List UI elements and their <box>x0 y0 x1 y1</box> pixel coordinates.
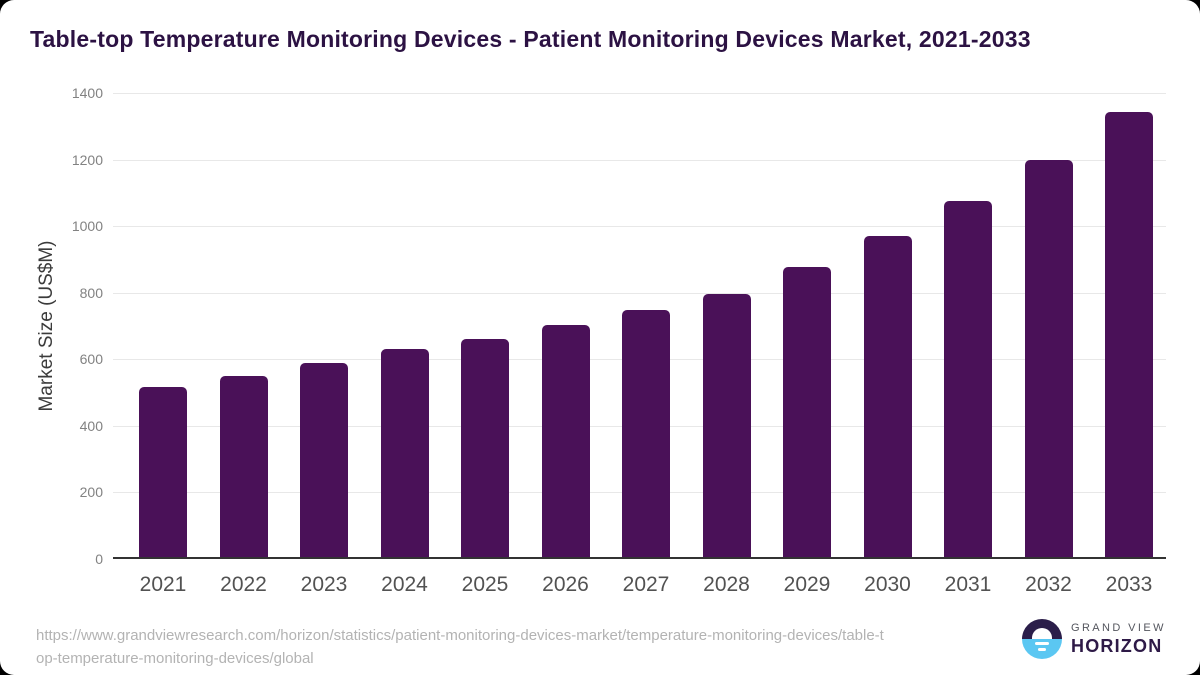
horizon-sunrise-icon <box>1022 619 1062 659</box>
y-tick-label-200: 200 <box>79 484 103 501</box>
bar-2029 <box>783 267 831 559</box>
bar-2022 <box>219 375 268 559</box>
x-tick-label-2024: 2024 <box>381 573 428 596</box>
x-tick-label-2023: 2023 <box>300 573 348 596</box>
y-tick-label-800: 800 <box>79 284 103 301</box>
logo-reflection-line-2 <box>1038 648 1046 651</box>
source-url-line-1: https://www.grandviewresearch.com/horizo… <box>36 627 884 644</box>
bar-2030 <box>863 236 912 559</box>
source-url: https://www.grandviewresearch.com/horizo… <box>36 624 976 670</box>
x-tick-label-2031: 2031 <box>944 573 992 596</box>
y-tick-label-1400: 1400 <box>71 85 103 101</box>
gridline-800 <box>113 292 1166 294</box>
bar-2024 <box>380 348 429 559</box>
bar-2025 <box>461 338 509 559</box>
bar-2028 <box>702 293 751 559</box>
logo-sun-dome <box>1032 628 1052 639</box>
logo-text-grand-view: GRAND VIEW <box>1071 621 1166 634</box>
y-tick-label-600: 600 <box>79 351 103 368</box>
bar-2033 <box>1105 111 1153 559</box>
plot-area: 0 200 400 600 800 1000 1200 1400 2021 2022 2023 202… <box>72 85 1166 596</box>
x-tick-label-2025: 2025 <box>461 573 509 596</box>
gridline-1000 <box>113 226 1166 228</box>
bar-2023 <box>300 362 348 559</box>
gridline-1200 <box>113 159 1166 161</box>
x-tick-label-2028: 2028 <box>703 573 750 596</box>
x-tick-label-2033: 2033 <box>1105 573 1153 596</box>
y-tick-label-400: 400 <box>79 417 103 434</box>
x-tick-label-2030: 2030 <box>864 573 911 596</box>
bar-2027 <box>622 310 670 559</box>
y-tick-label-0: 0 <box>95 551 103 567</box>
source-url-line-2: op-temperature-monitoring-devices/global <box>36 650 314 667</box>
x-tick-label-2027: 2027 <box>622 573 670 596</box>
y-tick-label-1000: 1000 <box>71 218 103 235</box>
bar-2032 <box>1024 160 1073 559</box>
grand-view-horizon-logo: GRAND VIEW HORIZON <box>1022 619 1166 659</box>
x-tick-label-2032: 2032 <box>1025 573 1072 596</box>
x-tick-label-2029: 2029 <box>783 573 831 596</box>
bar-2031 <box>944 201 992 559</box>
x-axis-line <box>113 557 1166 559</box>
x-tick-label-2022: 2022 <box>220 573 267 596</box>
gridline-1400 <box>113 93 1166 94</box>
bar-2021 <box>139 386 187 559</box>
logo-text-horizon: HORIZON <box>1071 635 1163 656</box>
logo-text: GRAND VIEW HORIZON <box>1071 622 1166 657</box>
logo-reflection-line-1 <box>1035 642 1049 645</box>
bar-2026 <box>541 325 590 559</box>
chart-title: Table-top Temperature Monitoring Devices… <box>30 26 1031 52</box>
y-tick-label-1200: 1200 <box>71 151 103 168</box>
x-tick-label-2026: 2026 <box>542 573 589 596</box>
x-tick-label-2021: 2021 <box>139 573 187 596</box>
y-axis-title: Market Size (US$M) <box>36 240 57 412</box>
